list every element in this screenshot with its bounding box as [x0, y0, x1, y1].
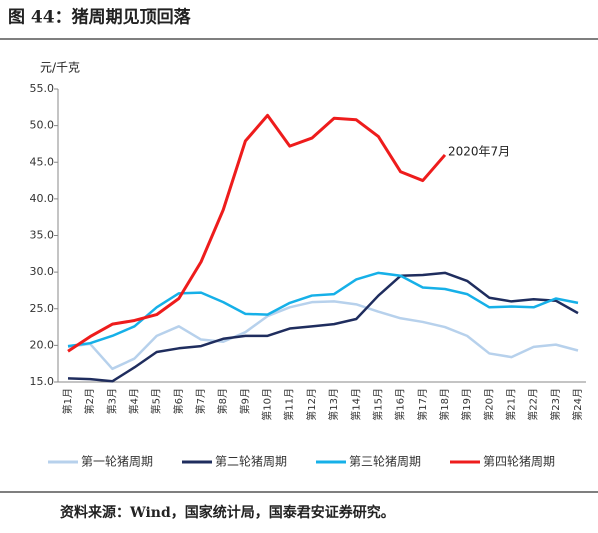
- chart-title: 图 44：猪周期见顶回落: [8, 7, 192, 28]
- series-line: [67, 271, 579, 348]
- y-tick-label: 15.0: [30, 375, 55, 388]
- x-tick-label: 第4月: [128, 388, 141, 414]
- x-tick-label: 第23月: [549, 388, 562, 421]
- series-line: [67, 271, 579, 383]
- x-tick-label: 第18月: [438, 388, 451, 421]
- y-tick-label: 40.0: [30, 192, 55, 205]
- y-tick-label: 35.0: [30, 229, 55, 242]
- y-tick-label: 25.0: [30, 302, 55, 315]
- x-tick-label: 第13月: [327, 388, 340, 421]
- series-line: [67, 113, 447, 353]
- series-line: [67, 300, 579, 371]
- x-tick-label: 第5月: [150, 388, 163, 414]
- y-tick-label: 55.0: [30, 82, 55, 95]
- x-tick-label: 第10月: [261, 388, 274, 421]
- x-tick-label: 第17月: [416, 388, 429, 421]
- y-tick-label: 20.0: [30, 338, 55, 351]
- x-tick-label: 第7月: [194, 388, 207, 414]
- x-tick-label: 第3月: [105, 388, 118, 414]
- x-tick-label: 第6月: [172, 388, 185, 414]
- legend-label: 第三轮猪周期: [349, 455, 421, 469]
- source: 资料来源：Wind，国家统计局，国泰君安证券研究。: [60, 504, 395, 521]
- x-tick-label: 第15月: [371, 388, 384, 421]
- y-tick-label: 30.0: [30, 265, 55, 278]
- x-tick-label: 第8月: [216, 388, 229, 414]
- x-tick-label: 第14月: [349, 388, 362, 421]
- x-tick-label: 第19月: [460, 388, 473, 421]
- legend-label: 第四轮猪周期: [483, 455, 555, 469]
- x-tick-label: 第11月: [283, 388, 296, 421]
- legend-label: 第二轮猪周期: [215, 455, 287, 469]
- x-tick-label: 第2月: [83, 388, 96, 414]
- annotation: 2020年7月: [448, 145, 510, 159]
- y-unit: 元/千克: [40, 61, 80, 75]
- y-tick-label: 50.0: [30, 119, 55, 132]
- x-tick-label: 第12月: [305, 388, 318, 421]
- x-tick-label: 第21月: [504, 388, 517, 421]
- x-tick-label: 第16月: [394, 388, 407, 421]
- x-tick-label: 第24月: [571, 388, 584, 421]
- x-tick-label: 第20月: [482, 388, 495, 421]
- legend-label: 第一轮猪周期: [81, 455, 153, 469]
- x-tick-label: 第1月: [61, 388, 74, 414]
- x-tick-label: 第22月: [527, 388, 540, 421]
- y-tick-label: 45.0: [30, 155, 55, 168]
- x-tick-label: 第9月: [238, 388, 251, 414]
